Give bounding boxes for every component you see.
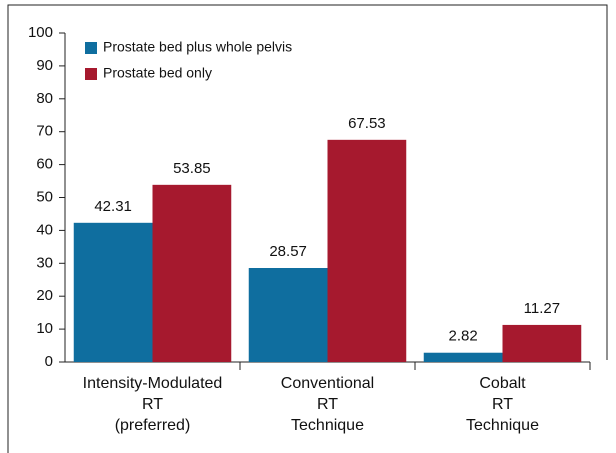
value-label: 2.82 [449,328,478,345]
value-label: 11.27 [524,300,560,317]
y-tick-label: 90 [36,57,53,74]
value-label: 28.57 [269,243,307,260]
y-tick-label: 100 [28,24,53,41]
x-tick-label: Cobalt RT Technique [466,375,539,434]
y-tick-label: 10 [36,320,53,337]
y-tick-label: 70 [36,123,53,140]
x-tick-label: Intensity-Modulated RT (preferred) [82,375,223,434]
bar [248,268,328,362]
y-tick-label: 20 [36,287,53,304]
y-tick-label: 80 [36,90,53,107]
y-tick-label: 0 [45,353,53,370]
x-tick-label: Conventional RT Technique [280,375,375,434]
bar [502,324,582,362]
value-label: 67.53 [348,115,386,132]
bar [152,184,232,362]
legend-label: Prostate bed plus whole pelvis [103,39,292,55]
legend-swatch [85,68,97,80]
y-tick-label: 60 [36,156,53,173]
legend-swatch [85,42,97,54]
legend-label: Prostate bed only [103,65,212,81]
y-tick-label: 40 [36,221,53,238]
value-label: 42.31 [94,198,132,215]
bar [423,352,503,362]
y-tick-label: 30 [36,254,53,271]
bar [327,139,407,362]
bar [73,222,153,362]
y-tick-label: 50 [36,188,53,205]
value-label: 53.85 [173,160,211,177]
frame [7,4,608,453]
